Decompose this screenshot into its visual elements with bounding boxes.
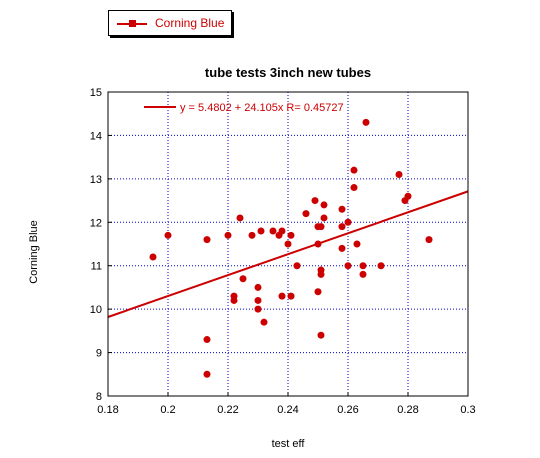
data-point: [362, 118, 370, 126]
data-point: [377, 262, 385, 270]
tick-labels: 0.18 0.2 0.22 0.24 0.26 0.28 0.3 8 9 10 11 12 13 14 15: [90, 87, 476, 416]
data-point: [338, 244, 346, 252]
data-point: [257, 227, 265, 235]
data-point: [269, 227, 277, 235]
data-point: [224, 231, 232, 239]
data-point: [404, 192, 412, 200]
data-point: [350, 166, 358, 174]
data-point: [239, 275, 247, 283]
data-point: [317, 223, 325, 231]
legend-marker-swatch: [129, 20, 136, 27]
data-point: [254, 296, 262, 304]
y-tick-label: 10: [90, 304, 102, 316]
data-point: [314, 288, 322, 296]
data-point: [338, 223, 346, 231]
data-points: [149, 118, 433, 378]
data-point: [236, 214, 244, 222]
y-tick-label: 12: [90, 217, 102, 229]
data-point: [425, 236, 433, 244]
y-tick-label: 11: [91, 261, 102, 273]
data-point: [260, 318, 268, 326]
data-point: [278, 227, 286, 235]
x-tick-label: 0.22: [217, 404, 238, 416]
data-point: [203, 370, 211, 378]
data-point: [278, 292, 286, 300]
data-point: [344, 262, 352, 270]
x-tick-label: 0.28: [397, 404, 418, 416]
data-point: [353, 240, 361, 248]
data-point: [314, 240, 322, 248]
data-point: [293, 262, 301, 270]
data-point: [344, 218, 352, 226]
legend: Corning Blue: [108, 10, 232, 36]
y-tick-label: 15: [90, 87, 102, 99]
data-point: [320, 201, 328, 209]
data-point: [149, 253, 157, 261]
x-tick-label: 0.3: [460, 404, 475, 416]
legend-label: Corning Blue: [155, 16, 225, 30]
data-point: [254, 283, 262, 291]
data-point: [320, 214, 328, 222]
data-point: [230, 296, 238, 304]
fit-line: [107, 190, 469, 318]
y-tick-label: 9: [96, 348, 102, 360]
data-point: [311, 197, 319, 205]
data-point: [287, 231, 295, 239]
chart-title: tube tests 3inch new tubes: [205, 65, 371, 80]
data-point: [302, 210, 310, 218]
x-tick-label: 0.24: [277, 404, 298, 416]
grid: [108, 92, 468, 396]
fit-equation-label: y = 5.4802 + 24.105x R= 0.45727: [180, 102, 344, 114]
fit-line-group: [107, 106, 469, 318]
data-point: [359, 262, 367, 270]
data-point: [317, 270, 325, 278]
x-tick-label: 0.18: [97, 404, 118, 416]
x-axis-label: test eff: [272, 438, 306, 450]
data-point: [203, 336, 211, 344]
data-point: [203, 236, 211, 244]
data-point: [338, 205, 346, 213]
data-point: [317, 331, 325, 339]
x-tick-label: 0.26: [337, 404, 358, 416]
data-point: [359, 270, 367, 278]
y-tick-label: 13: [90, 174, 102, 186]
x-tick-label: 0.2: [160, 404, 175, 416]
data-point: [164, 231, 172, 239]
data-point: [350, 184, 358, 192]
y-axis-label: Corning Blue: [28, 220, 40, 284]
data-point: [248, 231, 256, 239]
y-tick-label: 8: [96, 391, 102, 403]
data-point: [254, 305, 262, 313]
data-point: [395, 171, 403, 179]
data-point: [287, 292, 295, 300]
data-point: [284, 240, 292, 248]
y-tick-label: 14: [90, 130, 102, 142]
